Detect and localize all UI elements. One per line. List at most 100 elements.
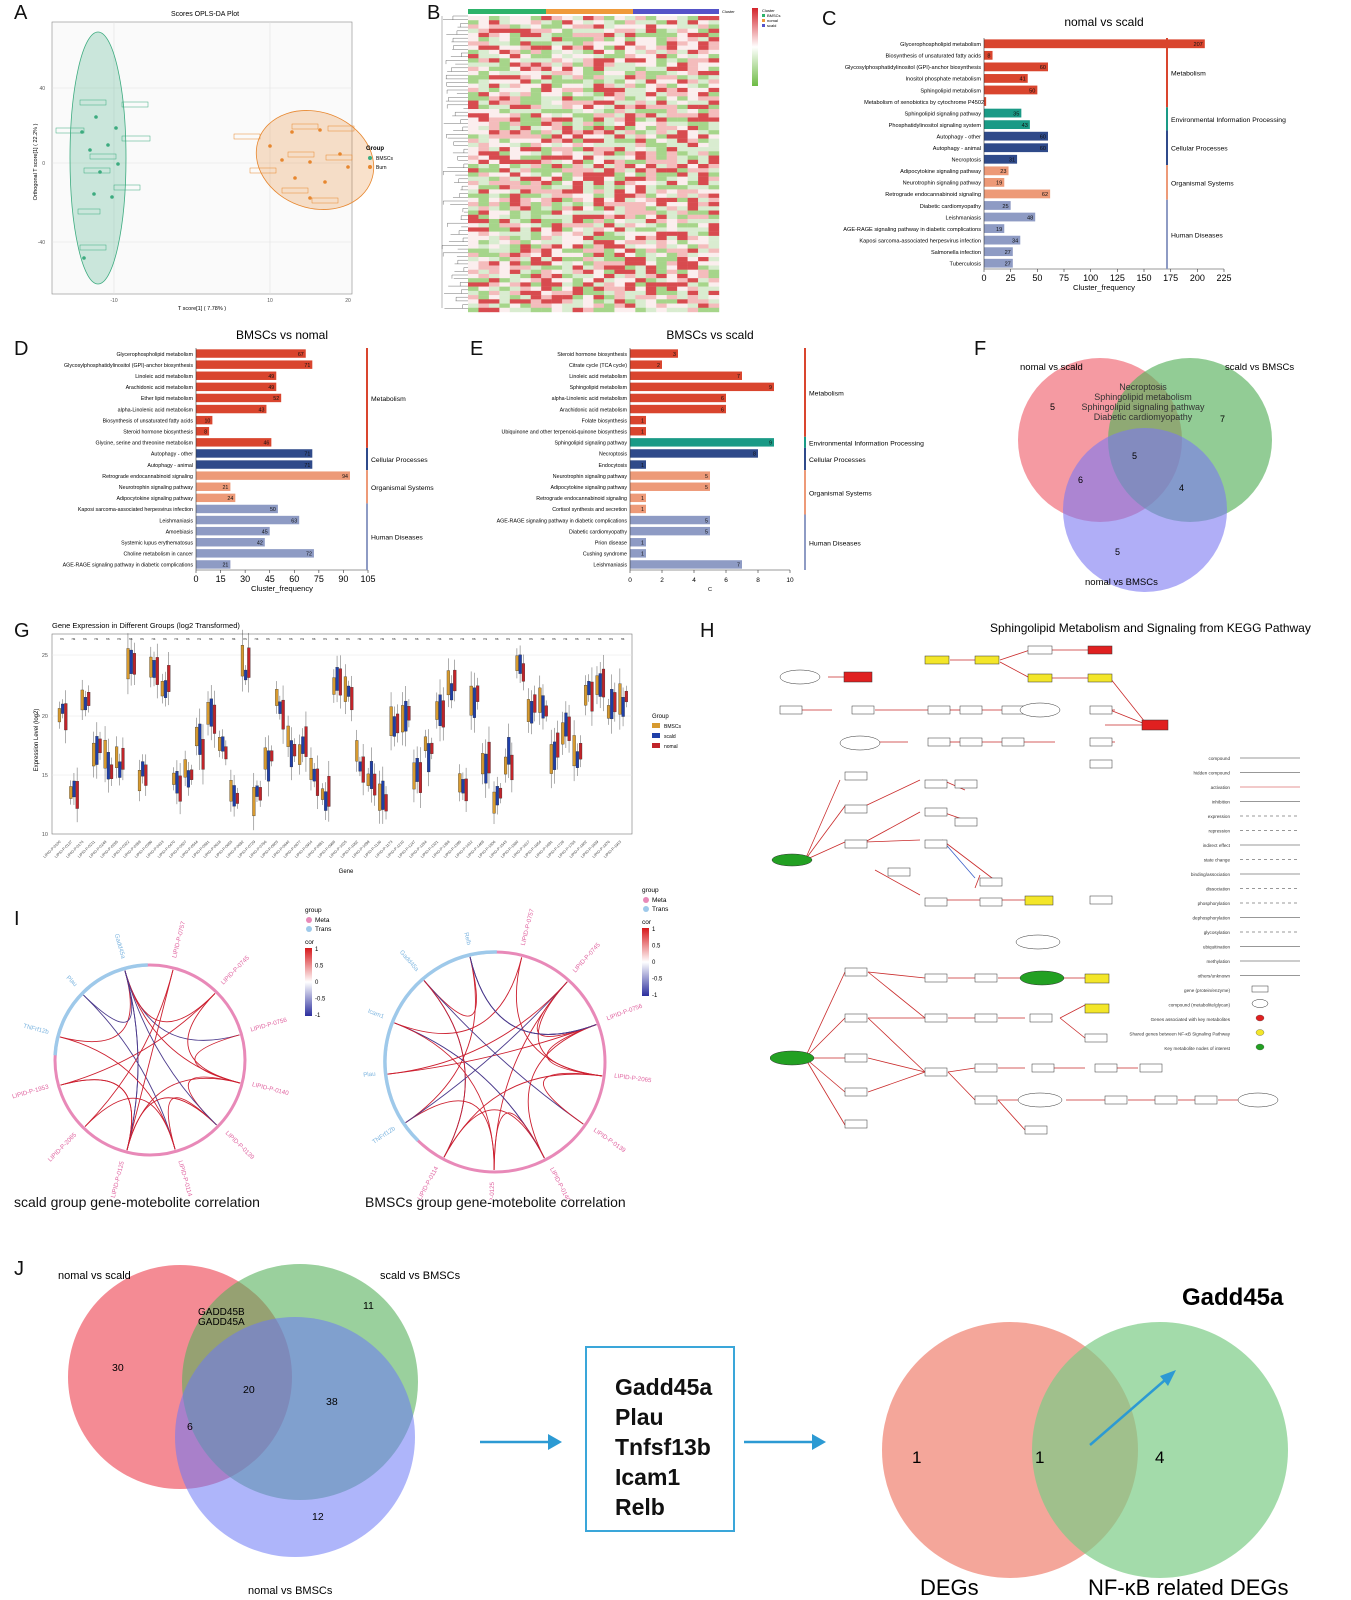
bar-category-label: Adipocytokine signaling pathway (550, 485, 627, 491)
svg-text:Trans: Trans (652, 906, 669, 913)
heatmap-legend-nomal: nomal (767, 18, 778, 23)
bar-value-label: 6 (721, 396, 724, 402)
svg-text:ns: ns (472, 637, 476, 641)
bar (196, 349, 306, 358)
venn-degs-count: 1 (912, 1448, 921, 1467)
svg-text:ns: ns (266, 637, 270, 641)
bar-value-label: 19 (996, 181, 1002, 187)
group-label: Human Diseases (1171, 232, 1223, 239)
bar-category-label: Adipocytokine signaling pathway (900, 169, 981, 175)
svg-text:-0.5: -0.5 (315, 997, 326, 1003)
bar (196, 393, 282, 403)
chord-link (423, 956, 477, 1017)
bar-value-label: 5 (705, 518, 708, 524)
venn-f-label-c: nomal vs BMSCs (1085, 577, 1158, 588)
bar-category-label: alpha-Linolenic acid metabolism (118, 407, 194, 413)
group-bracket (1166, 38, 1168, 108)
venn-two-set: 1 1 4 Gadd45a DEGs NF-κB related DEGs (882, 1284, 1289, 1600)
bar-category-label: AGE-RAGE signaling pathway in diabetic c… (63, 563, 194, 569)
bar (196, 415, 213, 425)
venn-f-term-2: Sphingolipid metabolism (1094, 392, 1192, 402)
bar-category-label: Kaposi sarcoma-associated herpesvirus in… (78, 507, 193, 513)
svg-text:ns: ns (129, 637, 133, 641)
bar (984, 74, 1028, 83)
heatmap-dendrogram (441, 15, 468, 309)
svg-text:ns: ns (60, 637, 64, 641)
chord-node-label: LIPID-P-0756 (606, 1003, 644, 1023)
svg-text:ns: ns (232, 637, 236, 641)
bar-category-label: Biosynthesis of unsaturated fatty acids (103, 418, 194, 424)
bar (630, 404, 726, 414)
venn-f-term-3: Sphingolipid signaling pathway (1081, 402, 1205, 412)
bar-value-label: 71 (304, 452, 310, 458)
bar-value-label: 1 (641, 496, 644, 502)
svg-text:-1: -1 (652, 993, 658, 999)
kegg-legend-label: compound (1209, 756, 1231, 761)
venn-shared-count: 1 (1035, 1448, 1044, 1467)
arrow-to-gene-list (480, 1434, 562, 1450)
venn-j-term-2: GADD45A (198, 1317, 245, 1328)
svg-text:ns: ns (598, 637, 602, 641)
bar (196, 360, 313, 369)
bar-value-label: 1 (641, 540, 644, 546)
bar-value-label: 48 (1027, 215, 1033, 221)
svg-text:1: 1 (652, 927, 656, 933)
chart-title: BMSCs vs scald (666, 328, 753, 342)
bar-category-label: Glycosylphosphatidylinositol (GPI)-ancho… (64, 363, 193, 369)
x-tick-label: 10 (786, 577, 794, 584)
bar-category-label: Ubiquinone and other terpenoid-quinone b… (502, 429, 628, 435)
bar-value-label: 7 (737, 563, 740, 569)
svg-text:ns: ns (140, 637, 144, 641)
kegg-legend-label: ubiquitination (1203, 945, 1231, 950)
svg-text:ns: ns (518, 637, 522, 641)
bar (630, 415, 646, 425)
bar-category-label: Cushing syndrome (583, 552, 627, 558)
chord-node-label: LIPID-P-0139 (592, 1127, 627, 1155)
venn-nfkb-label: NF-κB related DEGs (1088, 1575, 1289, 1600)
chord-node-label: Plau (65, 974, 79, 988)
chord-node-label: Gadd45a (398, 949, 420, 973)
group-bracket (1166, 199, 1168, 269)
bar (630, 438, 774, 447)
boxplot-ytick-20: 20 (42, 714, 48, 720)
panel-label-a: A (14, 2, 28, 24)
cluster-bar-nomal (546, 9, 633, 14)
svg-text:ns: ns (312, 637, 316, 641)
bar-value-label: 46 (263, 441, 269, 447)
group-label: Environmental Information Processing (1171, 117, 1286, 124)
bar (630, 493, 646, 503)
kegg-title: Sphingolipid Metabolism and Signaling fr… (990, 621, 1311, 635)
chord-node-label: TNFrf12b (371, 1125, 397, 1146)
venn-j-count-c: 12 (312, 1511, 324, 1523)
x-tick-label: 30 (240, 574, 250, 584)
bar-category-label: Glycosylphosphatidylinositol (GPI)-ancho… (845, 65, 981, 71)
bar-category-label: Prion disease (595, 540, 627, 546)
venn-f-count-a: 5 (1050, 402, 1055, 412)
bar-category-label: Citrate cycle (TCA cycle) (569, 363, 627, 369)
kegg-legend-label: gene (protein/enzyme) (1184, 988, 1230, 993)
group-label: Cellular Processes (1171, 146, 1228, 153)
chord-ring-trans (383, 950, 497, 1142)
bar-category-label: Choline metabolism in cancer (124, 552, 194, 558)
chord-link (126, 969, 174, 1151)
bar (984, 97, 987, 106)
svg-text:group: group (642, 887, 659, 894)
bar (630, 349, 678, 358)
svg-text:ns: ns (529, 637, 533, 641)
chord-diagram-scald: LIPID-P-0757 LIPID-P-0745 LIPID-P-0756 LIPI… (11, 907, 332, 1199)
bar-value-label: 7 (737, 374, 740, 380)
svg-text:0: 0 (42, 161, 45, 167)
bar-value-label: 21 (222, 563, 228, 569)
bar-category-label: Neurotrophin signaling pathway (553, 474, 628, 480)
venn-j-label-a: nomal vs scald (58, 1270, 131, 1282)
chord-node-label: Gadd45a (113, 933, 127, 960)
chord-link (124, 970, 216, 1023)
bar (984, 201, 1011, 210)
bar-category-label: Autophagy - other (151, 452, 193, 458)
group-label: Metabolism (809, 390, 844, 397)
x-tick-label: 125 (1110, 273, 1125, 283)
bar-value-label: 42 (257, 540, 263, 546)
bar-value-label: 5 (705, 485, 708, 491)
venn-diagram-j: nomal vs scald scald vs BMSCs nomal vs B… (58, 1264, 461, 1597)
